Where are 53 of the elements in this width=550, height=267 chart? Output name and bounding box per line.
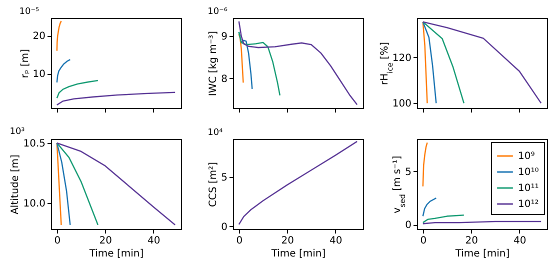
y-tick-label: 5 <box>405 166 412 178</box>
x-tick-label: 40 <box>330 236 342 246</box>
legend-label: 10¹² <box>518 199 539 210</box>
legend-label: 10⁹ <box>518 151 535 162</box>
line-series <box>56 142 176 226</box>
line-series <box>238 33 244 84</box>
y-tick-label: 8 <box>221 74 228 85</box>
x-tick-label: 0 <box>420 236 427 246</box>
x-axis-title: Time [min] <box>270 248 326 260</box>
y-axis-title: CCS [m²] <box>208 162 220 208</box>
y-tick-label: 0 <box>405 220 412 232</box>
line-series <box>238 20 358 106</box>
line-series <box>422 21 542 104</box>
line-series <box>56 92 176 106</box>
y-tick-label: 100 <box>392 98 412 110</box>
x-tick-label: 20 <box>99 236 112 246</box>
y-tick-label: 20 <box>32 31 46 42</box>
x-axis-title: Time [min] <box>88 248 144 260</box>
line-series <box>422 214 465 224</box>
y-tick-label: 0 <box>221 222 228 233</box>
chart-title: 10⁻⁵ <box>19 7 40 17</box>
y-tick-label: 5 <box>221 172 228 184</box>
line-series <box>238 31 281 96</box>
line-series <box>56 58 71 84</box>
y-tick-label: 9 <box>221 32 228 43</box>
line-series <box>422 21 437 104</box>
y-axis-title: Altitude [m] <box>10 154 22 214</box>
line-series <box>56 80 99 99</box>
chart-title: 10⁴ <box>208 128 224 138</box>
chart-title: 10³ <box>10 126 26 137</box>
y-axis-title: rₚ [m] <box>20 48 31 78</box>
line-series <box>422 197 437 217</box>
line-series <box>56 20 62 52</box>
legend-label: 10¹¹ <box>518 183 539 194</box>
x-tick-label: 20 <box>281 236 294 246</box>
x-tick-label: 0 <box>236 236 243 246</box>
y-tick-label: 10.0 <box>23 198 46 210</box>
x-tick-label: 0 <box>54 236 61 246</box>
y-tick-label: 120 <box>392 52 412 64</box>
line-series <box>422 21 465 104</box>
x-tick-label: 20 <box>465 236 478 246</box>
legend-label: 10¹⁰ <box>518 167 539 178</box>
x-tick-label: 40 <box>514 236 526 246</box>
x-tick-label: 40 <box>148 236 160 246</box>
y-tick-label: 10.5 <box>23 138 46 150</box>
line-series <box>238 140 358 226</box>
y-tick-label: 10 <box>32 69 46 80</box>
x-axis-title: Time [min] <box>454 248 510 260</box>
line-series <box>56 142 71 226</box>
y-axis-title: IWC [kg m⁻³] <box>208 30 220 96</box>
chart-title: 10⁻⁶ <box>208 7 228 17</box>
line-series <box>422 142 428 187</box>
line-series <box>56 142 99 226</box>
